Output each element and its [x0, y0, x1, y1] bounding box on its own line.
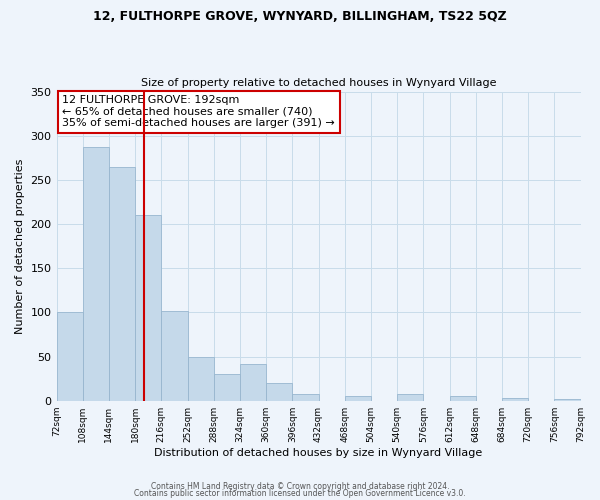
Text: 12, FULTHORPE GROVE, WYNYARD, BILLINGHAM, TS22 5QZ: 12, FULTHORPE GROVE, WYNYARD, BILLINGHAM…	[93, 10, 507, 23]
X-axis label: Distribution of detached houses by size in Wynyard Village: Distribution of detached houses by size …	[154, 448, 482, 458]
Text: Contains public sector information licensed under the Open Government Licence v3: Contains public sector information licen…	[134, 490, 466, 498]
Text: 12 FULTHORPE GROVE: 192sqm
← 65% of detached houses are smaller (740)
35% of sem: 12 FULTHORPE GROVE: 192sqm ← 65% of deta…	[62, 95, 335, 128]
Y-axis label: Number of detached properties: Number of detached properties	[15, 158, 25, 334]
Text: Contains HM Land Registry data © Crown copyright and database right 2024.: Contains HM Land Registry data © Crown c…	[151, 482, 449, 491]
Title: Size of property relative to detached houses in Wynyard Village: Size of property relative to detached ho…	[141, 78, 496, 88]
